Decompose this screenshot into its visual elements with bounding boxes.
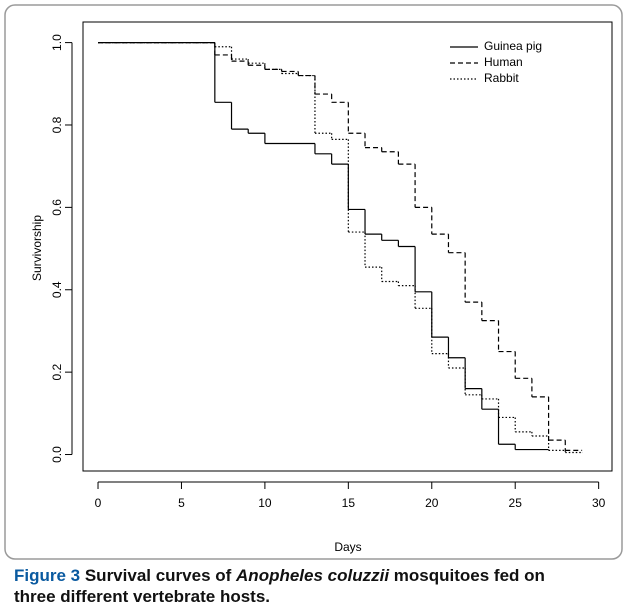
figure-frame <box>4 4 623 560</box>
legend-label: Guinea pig <box>484 39 542 53</box>
y-tick-label: 1.0 <box>50 34 64 51</box>
y-tick-label: 0.6 <box>50 199 64 216</box>
x-tick-label: 15 <box>342 496 356 510</box>
x-tick-label: 30 <box>592 496 606 510</box>
x-tick-label: 5 <box>178 496 185 510</box>
x-tick-label: 20 <box>425 496 439 510</box>
caption-text: Survival curves of <box>80 566 237 585</box>
y-tick-label: 0.2 <box>50 363 64 380</box>
x-tick-label: 0 <box>95 496 102 510</box>
y-tick-label: 0.4 <box>50 281 64 298</box>
legend-label: Rabbit <box>484 71 519 85</box>
y-axis-label: Survivorship <box>30 215 44 281</box>
y-tick-label: 0.8 <box>50 116 64 133</box>
caption-label: Figure 3 <box>14 566 81 585</box>
y-tick-label: 0.0 <box>50 446 64 463</box>
caption-species: Anopheles coluzzii <box>236 566 390 585</box>
x-tick-label: 10 <box>258 496 272 510</box>
chart: Days Survivorship 0 5 10 15 20 25 30 0.0 0.2 0.4 0… <box>4 4 623 560</box>
plot-frame <box>82 21 613 472</box>
x-axis-label: Days <box>334 540 361 554</box>
x-tick-label: 25 <box>509 496 523 510</box>
legend-label: Human <box>484 55 523 69</box>
